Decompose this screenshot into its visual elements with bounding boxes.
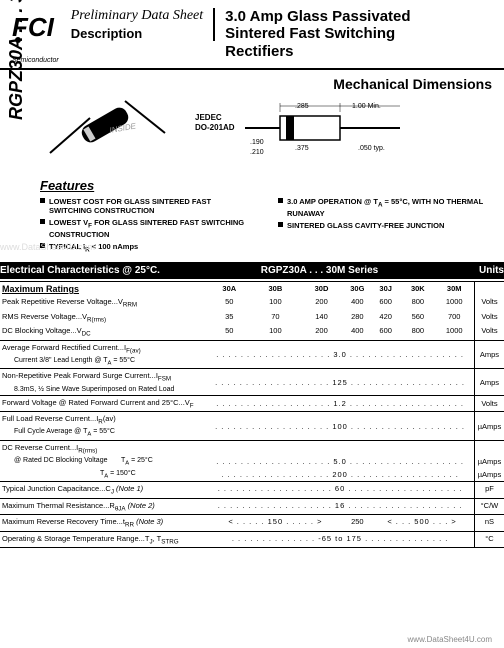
preliminary-label: Preliminary Data Sheet (71, 8, 203, 24)
footer-url: www.DataSheet4U.com (408, 635, 492, 644)
features-columns: LOWEST COST FOR GLASS SINTERED FAST SWIT… (40, 197, 492, 256)
feature-item: LOWEST COST FOR GLASS SINTERED FAST SWIT… (40, 197, 254, 215)
main-content: Mechanical Dimensions INSIDE JEDEC DO-20… (0, 70, 504, 256)
mechanical-drawing: JEDEC DO-201AD .285 .375 1.00 Min. .190 … (190, 98, 410, 168)
jedec-label: JEDEC (195, 113, 222, 122)
title-line-1: 3.0 Amp Glass Passivated (225, 8, 410, 25)
title-line-3: Rectifiers (225, 43, 410, 60)
dim-285: .285 (295, 103, 309, 110)
header: FCI Semiconductor Preliminary Data Sheet… (0, 0, 504, 70)
description-label: Description (71, 26, 203, 41)
elec-right: RGPZ30A . . . 30M Series (261, 265, 378, 276)
mech-dimensions-title: Mechanical Dimensions (40, 76, 492, 92)
features-title: Features (40, 178, 492, 193)
features-col-2: 3.0 AMP OPERATION @ TA = 55°C, WITH NO T… (278, 197, 492, 256)
feature-item: LOWEST VF FOR GLASS SINTERED FAST SWITCH… (40, 218, 254, 239)
product-title: 3.0 Amp Glass Passivated Sintered Fast S… (225, 8, 410, 64)
header-center: Preliminary Data Sheet Description (65, 8, 215, 41)
header-left: FCI Semiconductor Preliminary Data Sheet… (12, 8, 215, 64)
feature-item: 3.0 AMP OPERATION @ TA = 55°C, WITH NO T… (278, 197, 492, 218)
pkg-label: DO-201AD (195, 123, 235, 132)
dim-050typ: .050 typ. (358, 145, 385, 152)
dim-210: .210 (250, 149, 264, 156)
dim-190: .190 (250, 139, 264, 146)
dim-375: .375 (295, 145, 309, 152)
electrical-header-bar: Electrical Characteristics @ 25°C. RGPZ3… (0, 262, 504, 279)
diagrams-row: INSIDE JEDEC DO-201AD .285 .375 1.00 Min… (40, 98, 492, 168)
watermark: www.DataSheet4U.com (0, 242, 95, 252)
dim-100min: 1.00 Min. (352, 103, 381, 110)
series-side-label: RGPZ30A . . . 30M Series (6, 0, 27, 120)
title-line-2: Sintered Fast Switching (225, 25, 410, 42)
units-header: Units (479, 265, 504, 276)
ratings-table: Maximum Ratings30A30B30D30G30J30K30MPeak… (0, 281, 504, 548)
component-drawing: INSIDE (40, 98, 170, 168)
elec-left: Electrical Characteristics @ 25°C. (0, 265, 160, 276)
feature-item: SINTERED GLASS CAVITY-FREE JUNCTION (278, 221, 492, 230)
